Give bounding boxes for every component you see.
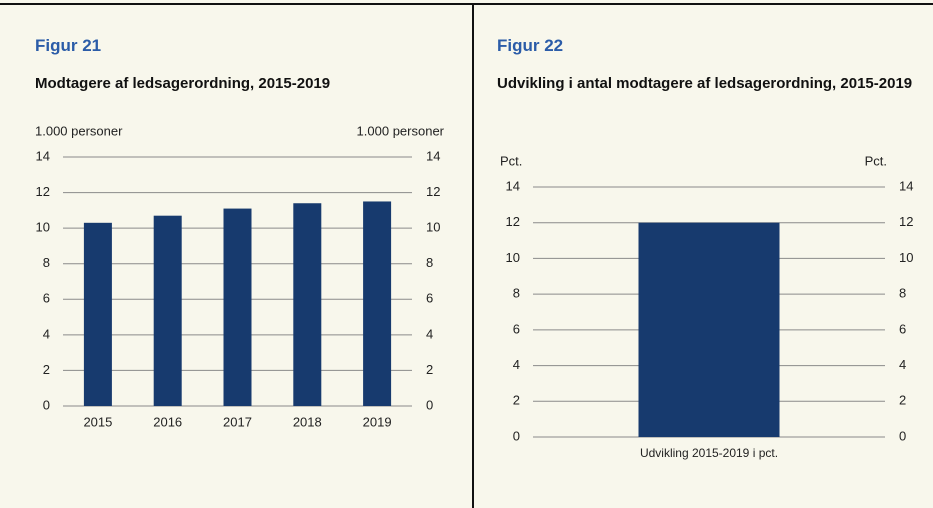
chart-title: Modtagere af ledsagerordning, 2015-2019 [35, 75, 331, 92]
x-tick-label: 2017 [223, 414, 252, 429]
y-axis-label: 1.000 personer [35, 123, 123, 138]
y2-tick-label: 8 [899, 286, 906, 301]
x-tick-label: 2019 [363, 414, 392, 429]
y2-tick-label: 8 [426, 255, 433, 270]
bar [83, 222, 112, 406]
x-tick-label: 2015 [83, 414, 112, 429]
y-tick-label: 8 [513, 286, 520, 301]
y2-tick-label: 6 [899, 321, 906, 336]
y-tick-label: 12 [36, 184, 50, 199]
y-tick-label: 0 [513, 428, 520, 443]
y-axis-label: Pct. [500, 153, 522, 168]
chart-title: Udvikling i antal modtagere af ledsagero… [497, 75, 913, 92]
y2-tick-label: 6 [426, 291, 433, 306]
bar [363, 201, 392, 406]
bar [293, 203, 322, 406]
y2-tick-label: 2 [426, 362, 433, 377]
y-tick-label: 2 [43, 362, 50, 377]
y-tick-label: 12 [506, 214, 520, 229]
y-tick-label: 14 [36, 148, 50, 163]
bar [153, 215, 182, 406]
y-tick-label: 10 [506, 250, 520, 265]
y-tick-label: 4 [513, 357, 520, 372]
y2-tick-label: 10 [426, 220, 440, 235]
y2-axis-label: 1.000 personer [357, 123, 445, 138]
y-tick-label: 6 [513, 321, 520, 336]
y2-tick-label: 0 [899, 428, 906, 443]
y2-tick-label: 4 [899, 357, 906, 372]
y2-tick-label: 14 [899, 178, 913, 193]
y2-tick-label: 14 [426, 148, 440, 163]
y2-tick-label: 0 [426, 397, 433, 412]
y-tick-label: 2 [513, 393, 520, 408]
y-tick-label: 10 [36, 220, 50, 235]
y2-tick-label: 12 [899, 214, 913, 229]
x-tick-label: 2018 [293, 414, 322, 429]
x-tick-label: 2016 [153, 414, 182, 429]
y2-tick-label: 12 [426, 184, 440, 199]
y-tick-label: 6 [43, 291, 50, 306]
y-tick-label: 8 [43, 255, 50, 270]
bar [223, 208, 252, 406]
x-tick-label: Udvikling 2015-2019 i pct. [640, 446, 778, 460]
y-tick-label: 0 [43, 397, 50, 412]
y2-tick-label: 4 [426, 326, 433, 341]
figure-label: Figur 21 [35, 36, 102, 55]
figure-label: Figur 22 [497, 36, 564, 55]
y-tick-label: 4 [43, 326, 50, 341]
y2-tick-label: 2 [899, 393, 906, 408]
y2-axis-label: Pct. [865, 153, 887, 168]
y-tick-label: 14 [506, 178, 520, 193]
y2-tick-label: 10 [899, 250, 913, 265]
bar [638, 222, 780, 437]
